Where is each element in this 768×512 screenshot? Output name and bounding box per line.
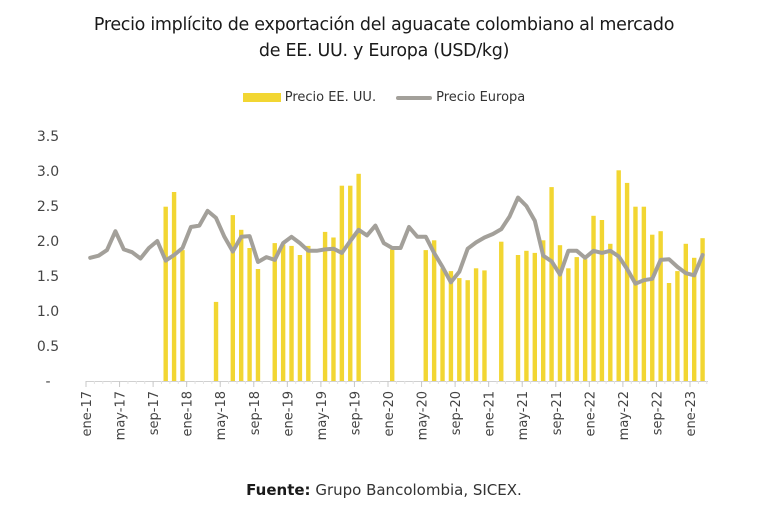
x-axis: ene-17 may-17 sep-17 ene-18 may-18 sep-18 ene-… bbox=[80, 381, 708, 440]
bar-us-feb-22 bbox=[599, 220, 605, 381]
y-tick-label: 0.5 bbox=[37, 339, 59, 355]
bar-us-sep-18 bbox=[255, 269, 261, 381]
bar-us-ene-19 bbox=[289, 245, 294, 381]
chart-title: Precio implícito de exportación del agua… bbox=[0, 12, 768, 64]
x-tick-label: ene-20 bbox=[382, 391, 397, 436]
x-tick-label: sep-22 bbox=[650, 391, 665, 435]
bar-us-jul-21 bbox=[540, 240, 546, 381]
x-tick-label: ene-18 bbox=[181, 391, 196, 436]
x-tick-label: sep-21 bbox=[550, 391, 565, 435]
y-tick-label: 2.0 bbox=[37, 234, 59, 250]
chart-title-line-2: de EE. UU. y Europa (USD/kg) bbox=[258, 41, 510, 61]
x-tick-label: may-19 bbox=[315, 391, 330, 440]
legend-label-europe: Precio Europa bbox=[436, 90, 526, 105]
bar-us-sep-21 bbox=[557, 245, 563, 381]
bar-us-jul-18 bbox=[238, 229, 244, 381]
bar-us-jun-18 bbox=[230, 215, 236, 381]
x-tick-label: may-22 bbox=[617, 391, 632, 440]
y-tick-label: 3.0 bbox=[37, 164, 59, 180]
bar-us-feb-21 bbox=[499, 241, 504, 381]
bar-us-may-22 bbox=[624, 182, 630, 381]
bar-us-abr-22 bbox=[616, 170, 621, 381]
bar-us-nov-18 bbox=[272, 243, 277, 381]
bar-us-nov-22 bbox=[675, 271, 680, 381]
bar-us-oct-21 bbox=[566, 268, 571, 381]
bar-series-us bbox=[163, 170, 705, 381]
bar-us-feb-19 bbox=[297, 255, 303, 381]
bar-us-oct-17 bbox=[163, 206, 168, 381]
x-tick-label: sep-20 bbox=[449, 391, 464, 435]
bar-us-ene-23 bbox=[691, 257, 697, 381]
legend-swatch-us bbox=[242, 93, 281, 102]
bar-us-dic-21 bbox=[582, 259, 588, 381]
x-tick-label: ene-17 bbox=[80, 391, 95, 436]
line-series-europe bbox=[88, 195, 705, 286]
bar-us-ago-22 bbox=[650, 234, 655, 381]
bar-us-feb-23 bbox=[700, 238, 705, 381]
chart-legend: Precio EE. UU. Precio Europa bbox=[0, 90, 768, 105]
bar-us-may-19 bbox=[322, 231, 328, 381]
chart-plot: - 0.5 1.0 1.5 2.0 2.5 3.0 3.5 ene-17 may-17 sep-1… bbox=[37, 129, 708, 440]
bar-us-mar-22 bbox=[608, 243, 613, 381]
x-tick-label: sep-17 bbox=[147, 391, 162, 435]
bar-us-ago-19 bbox=[348, 185, 353, 381]
y-tick-label: 2.5 bbox=[37, 199, 59, 215]
bar-us-ago-18 bbox=[247, 248, 252, 381]
x-tick-label: ene-19 bbox=[281, 391, 296, 436]
bar-us-dic-17 bbox=[180, 250, 185, 381]
y-tick-label: 1.5 bbox=[37, 269, 59, 285]
y-tick-label: 1.0 bbox=[37, 304, 59, 320]
bar-us-jul-22 bbox=[641, 206, 647, 381]
bar-us-ago-21 bbox=[549, 187, 554, 381]
bar-us-may-20 bbox=[423, 250, 428, 381]
bar-us-jun-19 bbox=[331, 237, 336, 381]
bar-us-ene-22 bbox=[591, 215, 596, 381]
bar-us-jun-22 bbox=[633, 206, 638, 381]
chart-title-line-1: Precio implícito de exportación del agua… bbox=[93, 15, 675, 35]
x-tick-label: ene-22 bbox=[583, 391, 598, 436]
bar-us-nov-20 bbox=[473, 268, 479, 381]
bar-us-dic-22 bbox=[683, 243, 689, 381]
bar-us-jul-20 bbox=[440, 268, 445, 381]
bar-us-abr-21 bbox=[515, 255, 521, 381]
legend-label-us: Precio EE. UU. bbox=[284, 90, 377, 105]
bar-us-dic-18 bbox=[280, 244, 286, 381]
bar-us-ago-20 bbox=[448, 271, 454, 381]
bar-us-jun-20 bbox=[431, 240, 437, 381]
y-tick-label: - bbox=[45, 374, 50, 390]
bar-us-sep-22 bbox=[658, 231, 663, 381]
x-tick-label: may-20 bbox=[416, 391, 431, 440]
bar-us-may-21 bbox=[524, 250, 529, 381]
x-tick-label: sep-19 bbox=[348, 391, 363, 435]
y-tick-label: 3.5 bbox=[37, 129, 59, 145]
bar-us-oct-22 bbox=[666, 283, 672, 381]
source-text: Grupo Bancolombia, SICEX. bbox=[310, 481, 522, 499]
x-tick-label: may-21 bbox=[516, 391, 531, 440]
bar-us-sep-19 bbox=[356, 173, 361, 381]
bar-us-dic-20 bbox=[482, 270, 487, 381]
bar-us-mar-19 bbox=[306, 245, 311, 381]
chart-source: Fuente: Grupo Bancolombia, SICEX. bbox=[0, 481, 768, 499]
bar-us-nov-17 bbox=[171, 192, 177, 381]
y-axis: - 0.5 1.0 1.5 2.0 2.5 3.0 3.5 bbox=[37, 129, 59, 390]
bar-us-sep-20 bbox=[457, 278, 462, 381]
x-tick-label: may-18 bbox=[214, 391, 229, 440]
bar-us-jul-19 bbox=[339, 185, 345, 381]
bar-us-abr-18 bbox=[213, 301, 219, 381]
legend-swatch-europe bbox=[396, 95, 433, 100]
bar-us-jun-21 bbox=[532, 252, 538, 381]
bar-us-ene-20 bbox=[389, 249, 395, 381]
line-europe-path bbox=[88, 195, 705, 286]
x-tick-label: ene-23 bbox=[684, 391, 699, 436]
x-tick-label: may-17 bbox=[114, 391, 129, 440]
x-tick-label: ene-21 bbox=[483, 391, 498, 436]
legend-item-us: Precio EE. UU. bbox=[242, 90, 377, 105]
source-label: Fuente: bbox=[246, 481, 311, 499]
legend-item-europe: Precio Europa bbox=[396, 90, 525, 105]
bar-us-nov-21 bbox=[574, 257, 579, 381]
bar-us-oct-20 bbox=[465, 280, 470, 381]
x-tick-label: sep-18 bbox=[248, 391, 263, 435]
